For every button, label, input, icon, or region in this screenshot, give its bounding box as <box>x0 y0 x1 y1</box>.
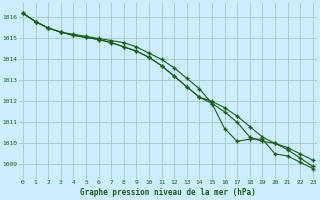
X-axis label: Graphe pression niveau de la mer (hPa): Graphe pression niveau de la mer (hPa) <box>80 188 256 197</box>
